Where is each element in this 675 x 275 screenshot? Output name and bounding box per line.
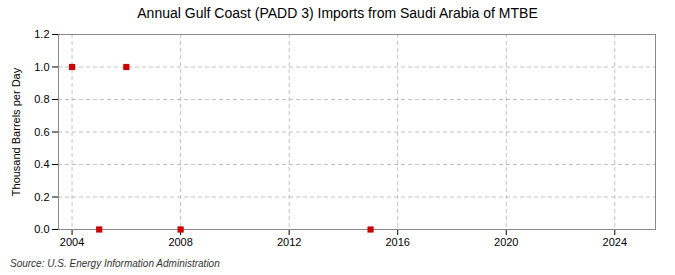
html-text:Annual Gulf Coast (PADD 3) Imp: Annual Gulf Coast (PADD 3) Imports from … [137, 5, 538, 21]
svg-text:Thousand Barrels per Day: Thousand Barrels per Day [10, 67, 22, 196]
svg-text:0.4: 0.4 [34, 158, 49, 170]
svg-text:2012: 2012 [277, 236, 301, 248]
svg-text:0.8: 0.8 [34, 93, 49, 105]
svg-text:2004: 2004 [60, 236, 84, 248]
svg-text:1.0: 1.0 [34, 61, 49, 73]
html-text:Source: U.S. Energy Informatio: Source: U.S. Energy Information Administ… [10, 258, 220, 269]
svg-text:2020: 2020 [494, 236, 518, 248]
svg-text:0.6: 0.6 [34, 126, 49, 138]
svg-text:2016: 2016 [385, 236, 409, 248]
svg-text:0.2: 0.2 [34, 191, 49, 203]
svg-text:2008: 2008 [168, 236, 192, 248]
svg-text:1.2: 1.2 [34, 28, 49, 40]
svg-text:2024: 2024 [603, 236, 627, 248]
svg-text:0.0: 0.0 [34, 223, 49, 235]
